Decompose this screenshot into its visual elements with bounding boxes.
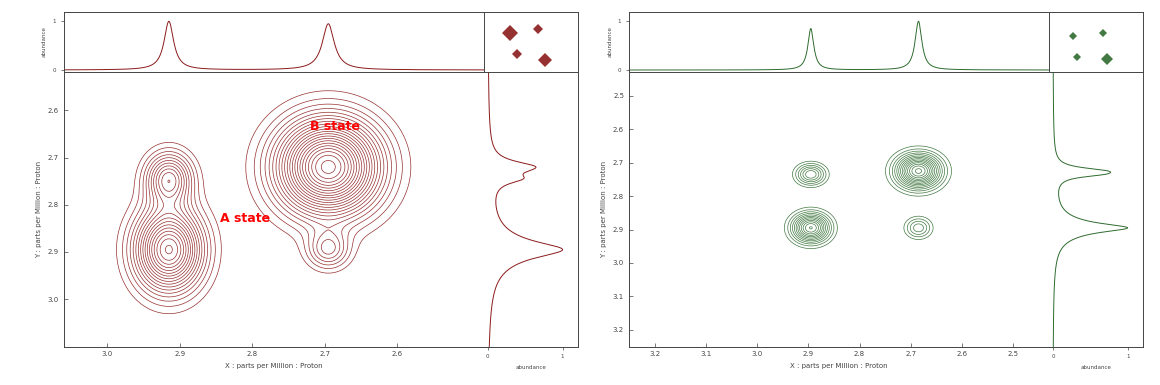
Y-axis label: abundance: abundance: [42, 27, 48, 57]
X-axis label: X : parts per Million : Proton: X : parts per Million : Proton: [225, 363, 322, 369]
Text: A state: A state: [219, 213, 270, 226]
X-axis label: X : parts per Million : Proton: X : parts per Million : Proton: [790, 363, 887, 369]
Y-axis label: abundance: abundance: [607, 27, 612, 57]
X-axis label: abundance: abundance: [515, 365, 546, 370]
X-axis label: abundance: abundance: [1080, 365, 1111, 370]
Y-axis label: Y : parts per Million : Proton: Y : parts per Million : Proton: [601, 161, 607, 258]
Y-axis label: Y : parts per Million : Proton: Y : parts per Million : Proton: [36, 161, 42, 258]
Text: B state: B state: [310, 120, 361, 133]
